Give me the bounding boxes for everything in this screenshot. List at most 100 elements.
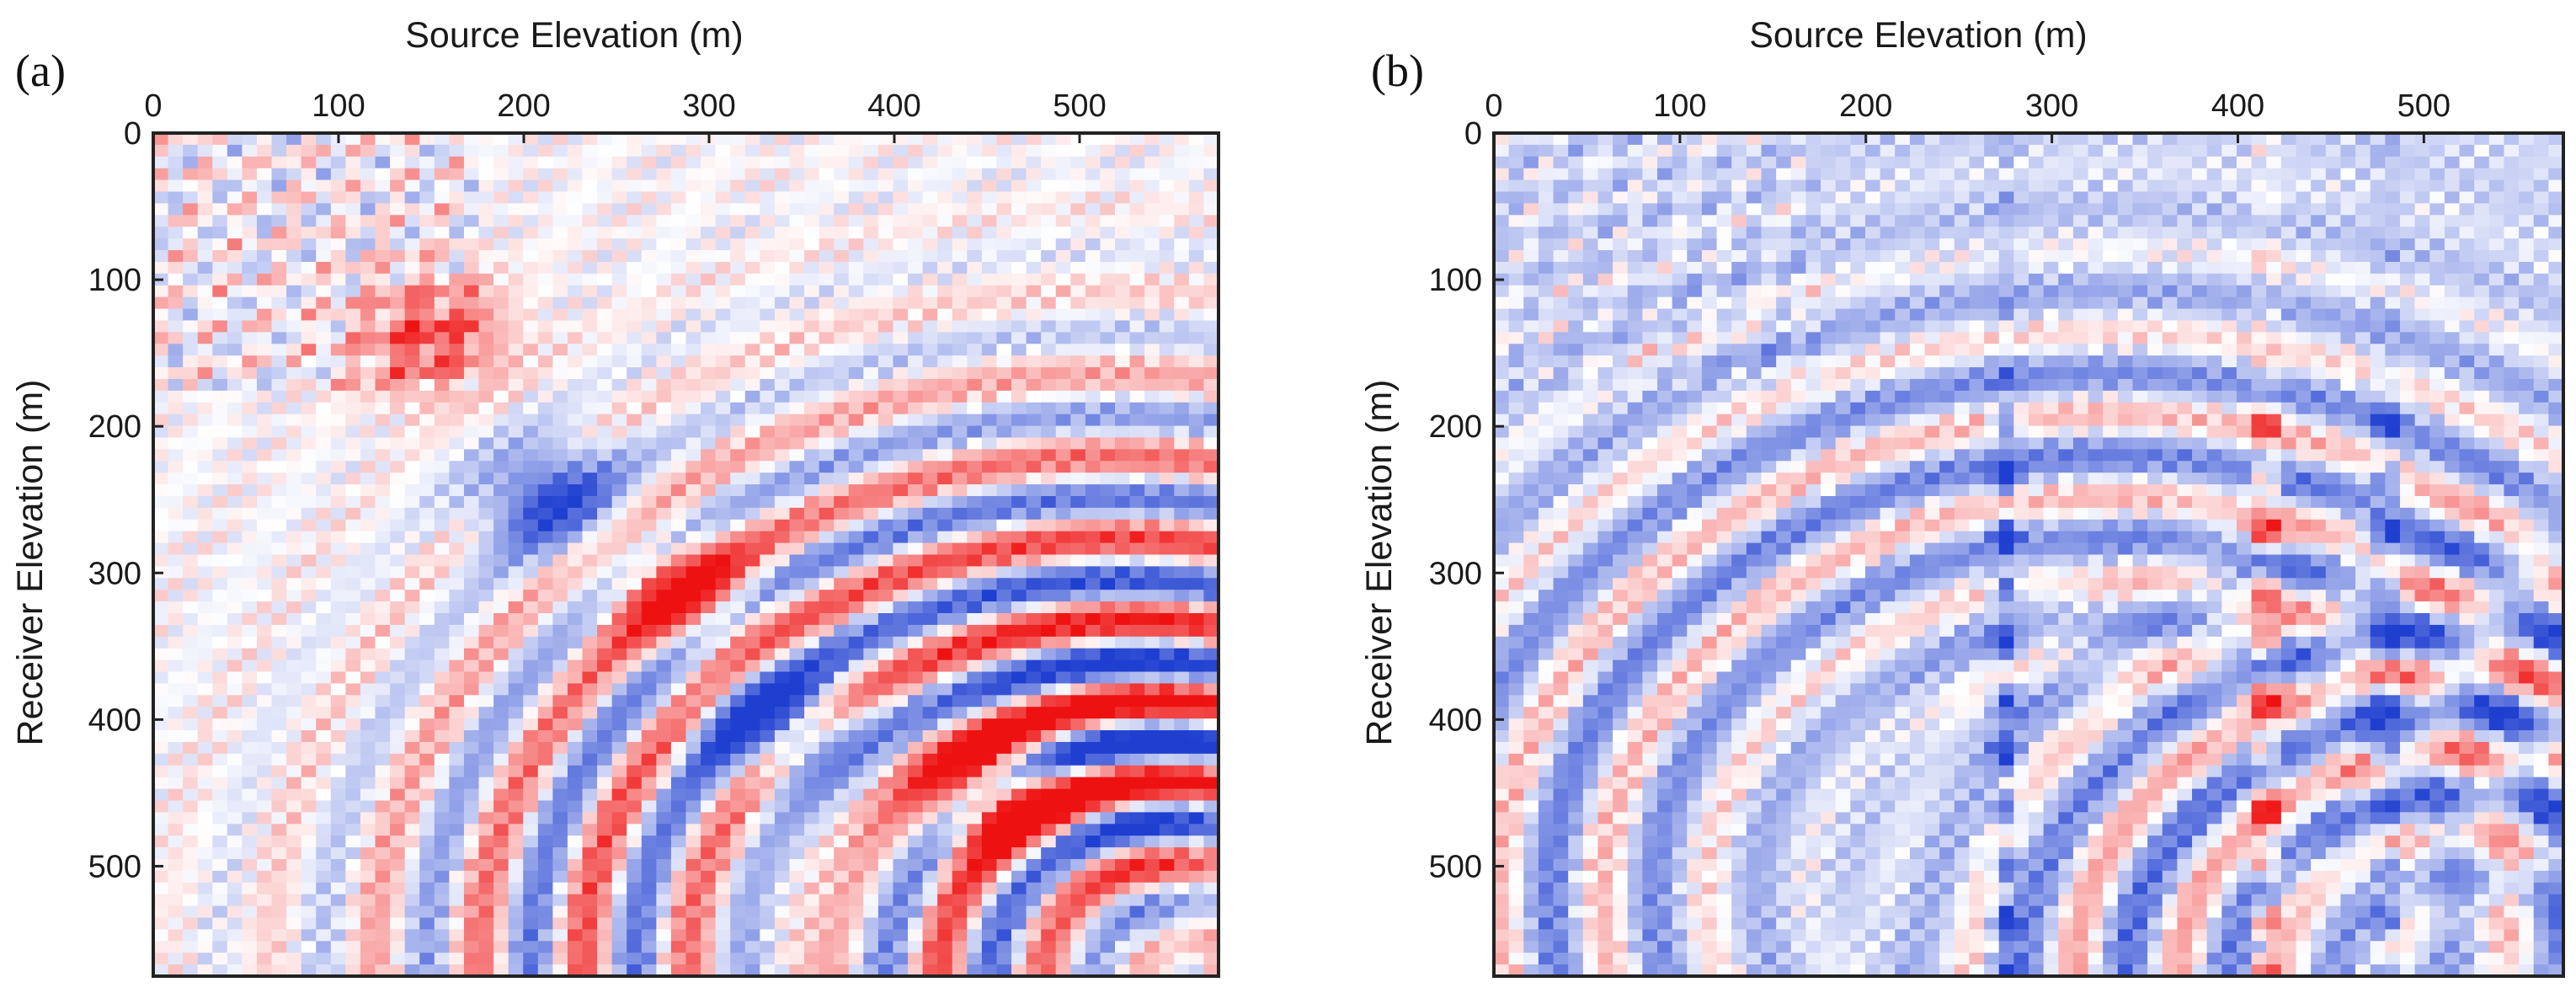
heatmap-cell [330,203,346,216]
heatmap-cell [715,741,731,755]
heatmap-cell [286,531,302,544]
heatmap-cell [390,402,406,415]
heatmap-cell [434,858,450,872]
heatmap-cell [153,554,169,567]
heatmap-cell [508,671,524,685]
heatmap-cell [242,590,258,602]
heatmap-cell [227,613,243,626]
heatmap-cell [168,203,184,216]
heatmap-cell [1144,671,1160,685]
heatmap-cell [848,847,864,860]
heatmap-cell [168,531,184,544]
heatmap-cell [1026,836,1042,848]
heatmap-cell [893,953,909,965]
heatmap-cell [996,531,1012,544]
heatmap-cell [301,695,317,707]
heatmap-cell [611,624,627,638]
heatmap-cell [301,531,317,544]
heatmap-cell [390,671,406,685]
heatmap-cell [345,824,361,836]
heatmap-cell [552,320,568,333]
heatmap-cell [360,168,376,181]
heatmap-cell [819,578,835,590]
heatmap-cell [656,531,672,544]
heatmap-cell [730,402,746,415]
heatmap-cell [375,168,391,181]
heatmap-cell [1026,355,1042,368]
heatmap-cell [996,695,1012,707]
heatmap-cell [567,812,584,825]
heatmap-cell [330,812,346,825]
heatmap-cell [848,507,864,521]
heatmap-cell [834,683,850,696]
heatmap-cell [952,836,968,848]
heatmap-cell [552,355,568,368]
heatmap-cell [670,367,687,380]
heatmap-cell [375,870,391,884]
heatmap-cell [656,320,672,333]
heatmap-cell [597,730,613,743]
heatmap-cell [523,308,539,322]
heatmap-cell [168,659,184,673]
heatmap-cell [493,378,509,392]
heatmap-cell [834,542,850,556]
heatmap-cell [375,425,391,439]
heatmap-cell [760,953,776,965]
heatmap-cell [390,964,406,977]
heatmap-cell [670,449,687,462]
heatmap-cell [404,296,420,310]
heatmap-cell [611,238,627,251]
heatmap-cell [908,590,924,602]
heatmap-cell [715,718,731,731]
heatmap-cell [493,624,509,638]
heatmap-cell [967,578,983,590]
heatmap-cell [641,741,657,755]
heatmap-cell [1100,847,1116,860]
heatmap-cell [774,495,791,509]
heatmap-cell [863,882,879,895]
heatmap-cell [256,613,273,626]
heatmap-cell [1055,917,1071,930]
heatmap-cell [375,788,391,802]
heatmap-cell [1115,870,1131,884]
heatmap-cell [197,414,213,427]
heatmap-cell [908,741,924,755]
heatmap-cell [463,765,480,778]
heatmap-cell [508,777,524,790]
heatmap-cell [952,870,968,884]
heatmap-cell [685,870,701,884]
heatmap-cell [744,882,760,895]
heatmap-cell [1144,836,1160,848]
heatmap-cell [567,695,584,707]
heatmap-cell [493,285,509,298]
heatmap-cell [463,507,480,521]
heatmap-cell [582,953,598,965]
heatmap-cell [567,847,584,860]
heatmap-cell [1070,636,1086,649]
heatmap-cell [893,344,909,356]
heatmap-cell [760,671,776,685]
heatmap-cell [641,613,657,626]
heatmap-cell [996,824,1012,836]
heatmap-cell [952,484,968,497]
heatmap-cell [375,858,391,872]
heatmap-cell [301,882,317,895]
heatmap-cell [701,718,717,731]
heatmap-cell [345,894,361,907]
heatmap-cell [301,707,317,719]
heatmap-cell [153,472,169,485]
heatmap-cell [1011,495,1027,509]
heatmap-cell [242,953,258,965]
heatmap-cell [908,870,924,884]
heatmap-cell [434,836,450,848]
heatmap-cell [404,788,420,802]
heatmap-cell [701,578,717,590]
heatmap-cell [449,566,465,579]
heatmap-cell [1085,624,1101,638]
heatmap-cell [168,707,184,719]
heatmap-cell [641,425,657,439]
heatmap-cell [701,296,717,310]
heatmap-cell [508,613,524,626]
heatmap-cell [1026,461,1042,473]
heatmap-cell [1011,624,1027,638]
